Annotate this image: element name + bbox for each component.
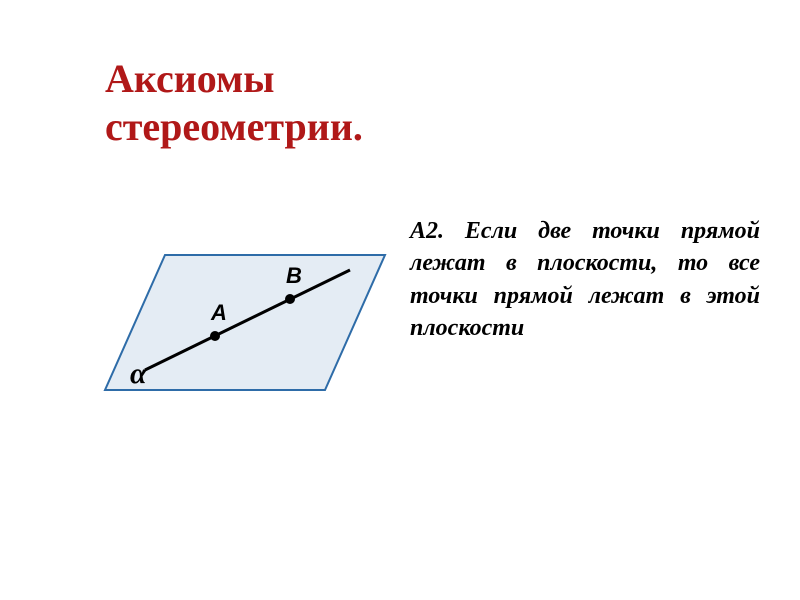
title-line-1: Аксиомы xyxy=(105,55,363,103)
alpha-label: α xyxy=(130,357,147,390)
point-b-label: B xyxy=(286,263,302,288)
diagram-svg: A B α xyxy=(55,225,395,425)
slide-title: Аксиомы стереометрии. xyxy=(105,55,363,151)
geometry-diagram: A B α xyxy=(55,225,395,425)
title-line-2: стереометрии. xyxy=(105,103,363,151)
axiom-text: А2. Если две точки прямой лежат в плоско… xyxy=(410,215,760,345)
point-a-dot xyxy=(210,331,220,341)
point-b-dot xyxy=(285,294,295,304)
point-a-label: A xyxy=(210,300,227,325)
